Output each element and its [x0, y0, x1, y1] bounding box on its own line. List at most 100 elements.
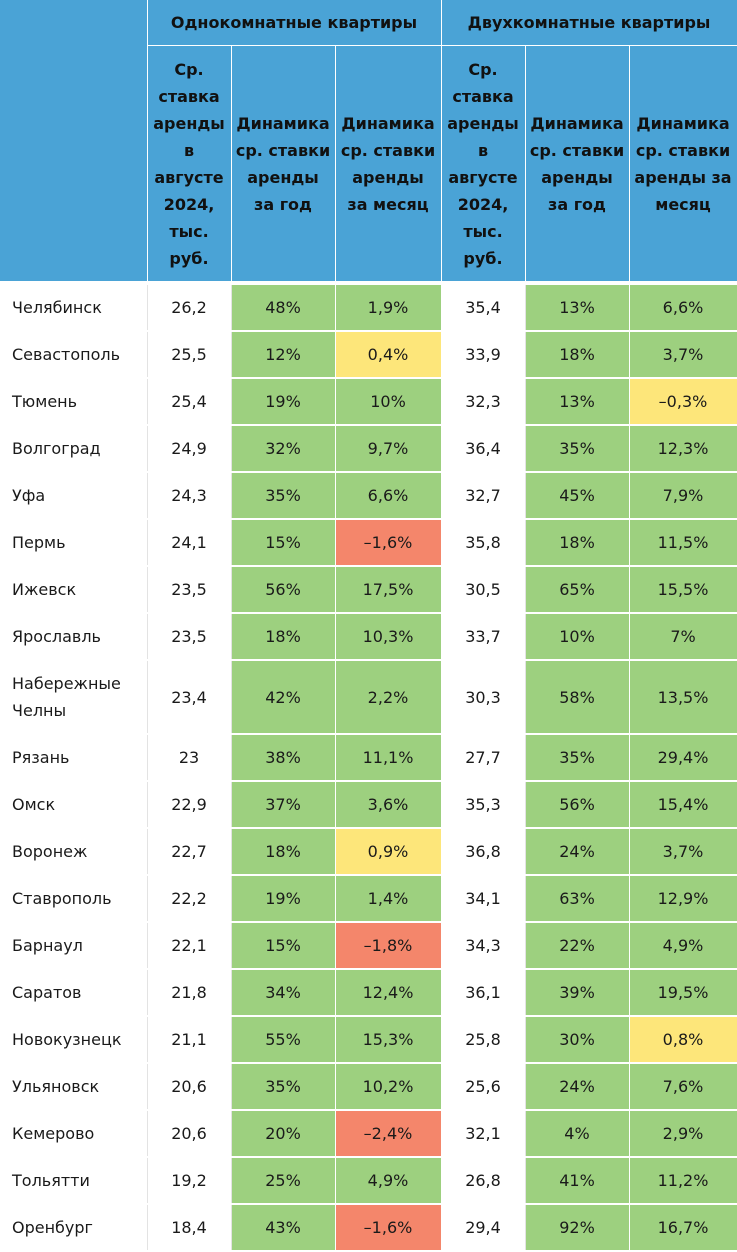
two-room-month-cell: 7,6% [629, 1063, 737, 1111]
one-room-month-cell: 3,6% [335, 781, 442, 829]
two-room-year-cell: 30% [525, 1016, 630, 1064]
two-room-year-cell: 56% [525, 781, 630, 829]
two-room-month-cell: –0,3% [629, 378, 737, 426]
two-room-rate-cell: 36,4 [441, 425, 526, 473]
one-room-rate-cell: 24,1 [147, 519, 232, 567]
one-room-year-cell: 19% [231, 875, 336, 923]
two-room-year-cell: 92% [525, 1204, 630, 1252]
one-room-year-cell: 32% [231, 425, 336, 473]
city-cell: Барнаул [0, 922, 148, 970]
table-row: Ульяновск 20,6 35% 10,2% 25,6 24% 7,6% [0, 1063, 737, 1111]
city-cell: Саратов [0, 969, 148, 1017]
two-room-year-cell: 18% [525, 331, 630, 379]
table-row: Тюмень 25,4 19% 10% 32,3 13% –0,3% [0, 378, 737, 426]
two-room-year-cell: 39% [525, 969, 630, 1017]
two-room-year-cell: 22% [525, 922, 630, 970]
two-room-year-cell: 45% [525, 472, 630, 520]
two-room-year-cell: 18% [525, 519, 630, 567]
two-room-month-cell: 11,5% [629, 519, 737, 567]
table-row: Новокузнецк 21,1 55% 15,3% 25,8 30% 0,8% [0, 1016, 737, 1064]
one-room-month-cell: 6,6% [335, 472, 442, 520]
one-room-rate-cell: 25,4 [147, 378, 232, 426]
two-room-rate-cell: 36,8 [441, 828, 526, 876]
one-room-month-cell: 0,4% [335, 331, 442, 379]
two-room-rate-cell: 27,7 [441, 734, 526, 782]
column-header-avg-rate-1: Ср. ставка аренды в августе 2024, тыс. р… [147, 45, 232, 283]
table-row: Уфа 24,3 35% 6,6% 32,7 45% 7,9% [0, 472, 737, 520]
one-room-year-cell: 20% [231, 1110, 336, 1158]
two-room-month-cell: 12,3% [629, 425, 737, 473]
one-room-year-cell: 25% [231, 1157, 336, 1205]
one-room-month-cell: 2,2% [335, 660, 442, 735]
table-row: Омск 22,9 37% 3,6% 35,3 56% 15,4% [0, 781, 737, 829]
table-body: Челябинск 26,2 48% 1,9% 35,4 13% 6,6% Севастопо… [0, 281, 737, 1252]
two-room-rate-cell: 30,5 [441, 566, 526, 614]
two-room-year-cell: 35% [525, 734, 630, 782]
table-row: Севастополь 25,5 12% 0,4% 33,9 18% 3,7% [0, 331, 737, 379]
one-room-month-cell: 1,4% [335, 875, 442, 923]
table-row: Кемерово 20,6 20% –2,4% 32,1 4% 2,9% [0, 1110, 737, 1158]
table-row: Барнаул 22,1 15% –1,8% 34,3 22% 4,9% [0, 922, 737, 970]
two-room-month-cell: 4,9% [629, 922, 737, 970]
city-cell: Ставрополь [0, 875, 148, 923]
one-room-month-cell: –2,4% [335, 1110, 442, 1158]
one-room-year-cell: 15% [231, 519, 336, 567]
one-room-rate-cell: 22,1 [147, 922, 232, 970]
two-room-rate-cell: 35,3 [441, 781, 526, 829]
one-room-rate-cell: 23 [147, 734, 232, 782]
two-room-year-cell: 58% [525, 660, 630, 735]
two-room-rate-cell: 30,3 [441, 660, 526, 735]
two-room-month-cell: 11,2% [629, 1157, 737, 1205]
one-room-year-cell: 55% [231, 1016, 336, 1064]
two-room-month-cell: 7,9% [629, 472, 737, 520]
two-room-year-cell: 41% [525, 1157, 630, 1205]
one-room-month-cell: 0,9% [335, 828, 442, 876]
one-room-year-cell: 12% [231, 331, 336, 379]
one-room-rate-cell: 22,2 [147, 875, 232, 923]
table-row: Оренбург 18,4 43% –1,6% 29,4 92% 16,7% [0, 1204, 737, 1252]
one-room-month-cell: 15,3% [335, 1016, 442, 1064]
two-room-month-cell: 19,5% [629, 969, 737, 1017]
one-room-rate-cell: 21,1 [147, 1016, 232, 1064]
one-room-month-cell: 17,5% [335, 566, 442, 614]
two-room-rate-cell: 29,4 [441, 1204, 526, 1252]
two-room-rate-cell: 34,1 [441, 875, 526, 923]
one-room-rate-cell: 22,9 [147, 781, 232, 829]
one-room-rate-cell: 21,8 [147, 969, 232, 1017]
one-room-year-cell: 56% [231, 566, 336, 614]
table-row: Волгоград 24,9 32% 9,7% 36,4 35% 12,3% [0, 425, 737, 473]
column-header-row: Ср. ставка аренды в августе 2024, тыс. р… [0, 45, 737, 283]
two-room-rate-cell: 25,8 [441, 1016, 526, 1064]
one-room-month-cell: 10,2% [335, 1063, 442, 1111]
two-room-year-cell: 35% [525, 425, 630, 473]
two-room-rate-cell: 36,1 [441, 969, 526, 1017]
two-room-year-cell: 13% [525, 281, 630, 332]
one-room-rate-cell: 24,3 [147, 472, 232, 520]
two-room-rate-cell: 25,6 [441, 1063, 526, 1111]
table-row: Набережные Челны 23,4 42% 2,2% 30,3 58% 13,5% [0, 660, 737, 735]
group-header-row: Однокомнатные квартиры Двухкомнатные ква… [0, 0, 737, 284]
two-room-month-cell: 15,4% [629, 781, 737, 829]
table-row: Тольятти 19,2 25% 4,9% 26,8 41% 11,2% [0, 1157, 737, 1205]
two-room-month-cell: 13,5% [629, 660, 737, 735]
two-room-year-cell: 13% [525, 378, 630, 426]
two-room-month-cell: 7% [629, 613, 737, 661]
two-room-rate-cell: 33,9 [441, 331, 526, 379]
one-room-year-cell: 35% [231, 1063, 336, 1111]
two-room-rate-cell: 35,4 [441, 281, 526, 332]
one-room-month-cell: –1,6% [335, 519, 442, 567]
table-row: Рязань 23 38% 11,1% 27,7 35% 29,4% [0, 734, 737, 782]
one-room-year-cell: 18% [231, 613, 336, 661]
table-row: Ижевск 23,5 56% 17,5% 30,5 65% 15,5% [0, 566, 737, 614]
city-header-spacer [0, 0, 148, 284]
city-cell: Уфа [0, 472, 148, 520]
city-cell: Набережные Челны [0, 660, 148, 735]
one-room-rate-cell: 20,6 [147, 1063, 232, 1111]
city-cell: Севастополь [0, 331, 148, 379]
column-header-month-dyn-1: Динамика ср. ставки аренды за месяц [335, 45, 442, 283]
city-cell: Новокузнецк [0, 1016, 148, 1064]
two-room-rate-cell: 32,3 [441, 378, 526, 426]
one-room-rate-cell: 26,2 [147, 281, 232, 332]
two-room-rate-cell: 35,8 [441, 519, 526, 567]
